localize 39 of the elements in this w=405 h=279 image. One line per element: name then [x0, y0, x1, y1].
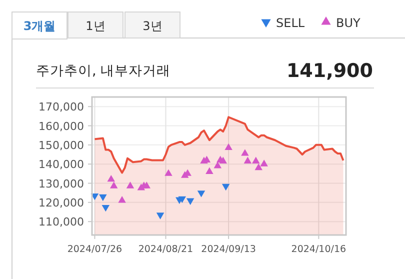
- legend-label: SELL: [276, 16, 305, 30]
- point: [260, 160, 268, 166]
- x-tick-label: 2024/07/26: [67, 244, 122, 255]
- y-tick-label: 160,000: [38, 120, 84, 133]
- point: [219, 156, 227, 164]
- text: 1년: [86, 19, 106, 33]
- point: [142, 182, 150, 188]
- y-tick-label: 110,000: [38, 216, 84, 229]
- x-tick-label: 2024/09/13: [201, 244, 256, 255]
- y-tick-label: 150,000: [38, 138, 84, 152]
- point: [214, 162, 222, 168]
- text: 3개월: [23, 19, 56, 33]
- point: [186, 198, 194, 205]
- legend-label: BUY: [336, 16, 362, 30]
- y-tick-label: 120,000: [38, 196, 84, 210]
- x-tick-label: 2024/08/21: [138, 244, 194, 255]
- point: [110, 182, 118, 188]
- point: [126, 182, 134, 188]
- chart-title: 주가추이, 내부자거래: [36, 63, 171, 79]
- point: [102, 204, 110, 212]
- point: [156, 212, 164, 220]
- point: [222, 184, 230, 191]
- point: [107, 174, 115, 182]
- y-tick-label: 130,000: [38, 177, 84, 190]
- y-tick-label: 140,000: [38, 158, 84, 172]
- point: [252, 156, 260, 164]
- point: [206, 167, 214, 174]
- point: [244, 156, 252, 164]
- point: [164, 169, 172, 176]
- point: [224, 143, 232, 150]
- point: [178, 196, 186, 204]
- point: [99, 194, 107, 202]
- point: [254, 163, 262, 170]
- text: 141,900: [286, 60, 373, 82]
- y-tick-label: 170,000: [38, 100, 84, 114]
- x-tick-label: 2024/10/16: [291, 244, 346, 255]
- point: [241, 149, 249, 156]
- text: 3년: [142, 19, 162, 33]
- point: [197, 190, 206, 198]
